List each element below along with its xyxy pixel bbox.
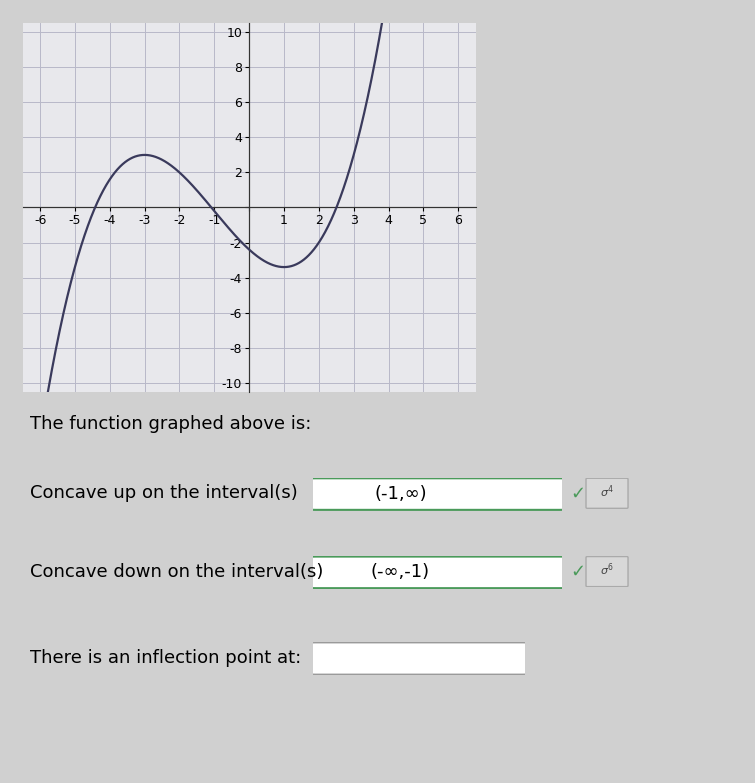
Text: ✓: ✓: [570, 563, 585, 580]
FancyBboxPatch shape: [586, 557, 628, 586]
FancyBboxPatch shape: [308, 557, 568, 588]
Text: Concave down on the interval(s): Concave down on the interval(s): [30, 563, 324, 580]
Text: $\sigma^6$: $\sigma^6$: [600, 561, 614, 579]
Text: Concave up on the interval(s): Concave up on the interval(s): [30, 485, 298, 502]
Text: There is an inflection point at:: There is an inflection point at:: [30, 649, 301, 666]
FancyBboxPatch shape: [586, 478, 628, 508]
Text: (-1,∞): (-1,∞): [374, 485, 427, 503]
FancyBboxPatch shape: [308, 478, 568, 510]
Text: The function graphed above is:: The function graphed above is:: [30, 415, 312, 433]
Text: (-∞,-1): (-∞,-1): [371, 564, 430, 581]
Text: ✓: ✓: [570, 485, 585, 502]
FancyBboxPatch shape: [309, 643, 529, 674]
Text: $\sigma^4$: $\sigma^4$: [600, 483, 614, 500]
